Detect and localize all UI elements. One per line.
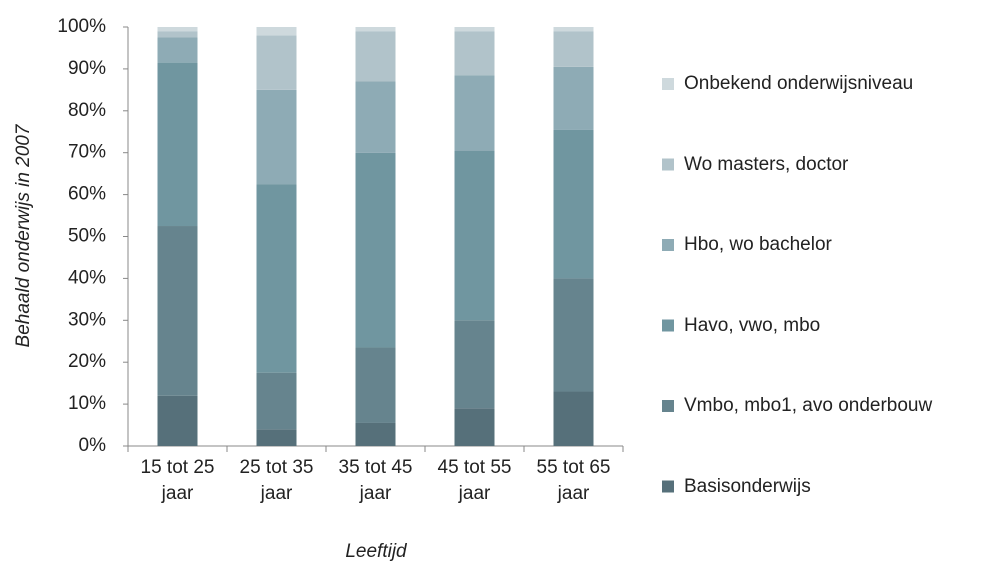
bar-segment <box>157 226 198 396</box>
x-tick-label: 55 tot 65 jaar <box>536 457 611 504</box>
y-tick-label: 100% <box>57 16 106 37</box>
y-tick-label: 0% <box>79 435 107 456</box>
bar-segment <box>454 150 495 321</box>
bar-segment <box>454 75 495 151</box>
legend-label: Wo masters, doctor <box>684 153 849 175</box>
bar-segment <box>355 81 396 153</box>
y-tick-label: 70% <box>68 142 106 163</box>
y-tick-label: 30% <box>68 309 106 330</box>
bar-segment <box>256 35 297 90</box>
legend-swatch <box>662 319 674 332</box>
bar-segment <box>157 31 198 38</box>
legend-swatch <box>662 239 674 251</box>
x-tick-label: 15 tot 25 jaar <box>140 457 215 504</box>
legend-label: Vmbo, mbo1, avo onderbouw <box>684 395 933 416</box>
bar-segment <box>355 27 396 32</box>
bar-segment <box>157 37 198 63</box>
bar-segment <box>553 66 594 130</box>
legend-label: Hbo, wo bachelor <box>684 234 832 255</box>
legend-swatch <box>662 480 674 493</box>
bar-segment <box>355 347 396 423</box>
x-tick-label: 35 tot 45 jaar <box>338 457 413 504</box>
bar-segment <box>355 31 396 82</box>
bar-segment <box>553 27 594 32</box>
y-tick-label: 60% <box>68 184 106 205</box>
bar-segment <box>256 429 297 446</box>
legend-label: Onbekend onderwijsniveau <box>684 73 914 94</box>
y-tick-label: 80% <box>68 100 106 121</box>
y-tick-label: 90% <box>68 58 106 79</box>
legend-swatch <box>662 78 674 90</box>
bar-segment <box>454 408 495 446</box>
y-axis-title: Behaald onderwijs in 2007 <box>13 123 34 347</box>
x-tick-label: 45 tot 55 jaar <box>437 457 512 504</box>
y-tick-label: 40% <box>68 267 106 288</box>
bar-segment <box>355 152 396 348</box>
x-tick-label: 25 tot 35 jaar <box>239 457 314 504</box>
legend-swatch <box>662 158 674 171</box>
y-tick-label: 20% <box>68 351 106 372</box>
y-tick-label: 50% <box>68 226 106 247</box>
y-tick-label: 10% <box>68 393 106 414</box>
bar-segment <box>454 27 495 32</box>
legend-label: Basisonderwijs <box>684 475 811 497</box>
bar-segment <box>256 184 297 373</box>
legend-swatch <box>662 400 674 412</box>
bar-segment <box>256 372 297 430</box>
bar-segment <box>454 31 495 76</box>
bar-segment <box>454 320 495 409</box>
bar-segment <box>553 129 594 279</box>
bar-segment <box>157 62 198 227</box>
bar-segment <box>256 89 297 185</box>
legend-label: Havo, vwo, mbo <box>684 314 821 336</box>
bar-segment <box>553 278 594 392</box>
bar-segment <box>355 422 396 446</box>
bar-segment <box>553 391 594 446</box>
bar-segment <box>256 27 297 36</box>
bar-segment <box>553 31 594 67</box>
bar-segment <box>157 395 198 446</box>
bar-segment <box>157 27 198 32</box>
x-axis-title: Leeftijd <box>345 541 408 562</box>
